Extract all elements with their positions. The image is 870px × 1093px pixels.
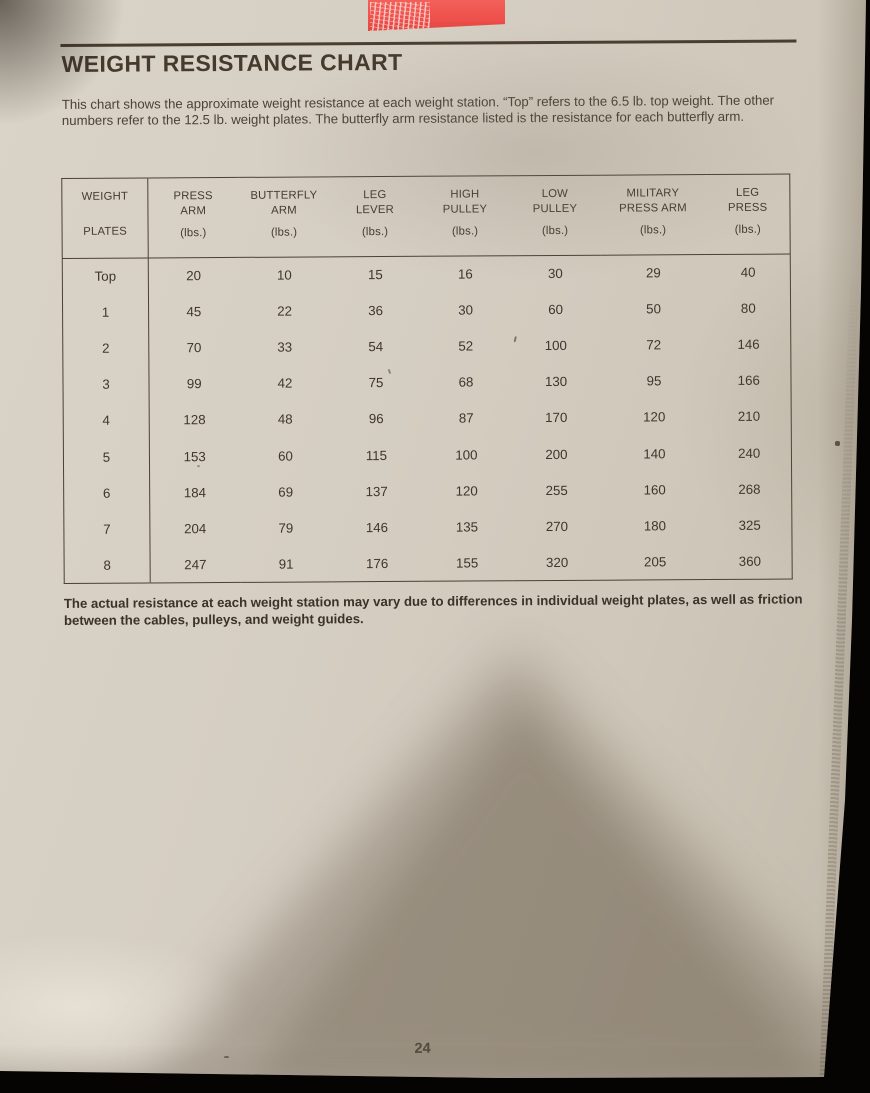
sticker-scratches	[370, 2, 431, 31]
